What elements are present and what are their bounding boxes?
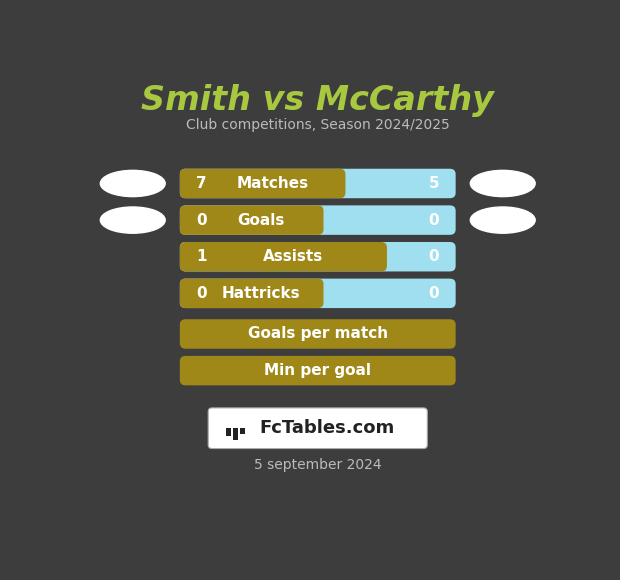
Text: 1: 1 [196, 249, 206, 264]
FancyBboxPatch shape [180, 356, 456, 385]
Text: Goals: Goals [237, 213, 285, 227]
Text: 0: 0 [196, 213, 207, 227]
FancyBboxPatch shape [180, 278, 324, 308]
Bar [233, 428, 238, 440]
Ellipse shape [100, 171, 165, 197]
FancyBboxPatch shape [180, 169, 456, 198]
Text: 5: 5 [428, 176, 440, 191]
Ellipse shape [471, 207, 535, 233]
FancyBboxPatch shape [180, 319, 456, 349]
FancyBboxPatch shape [180, 278, 456, 308]
Text: Club competitions, Season 2024/2025: Club competitions, Season 2024/2025 [186, 118, 450, 132]
Bar [240, 428, 245, 434]
Text: Smith vs McCarthy: Smith vs McCarthy [141, 84, 494, 117]
FancyBboxPatch shape [180, 242, 387, 271]
Ellipse shape [471, 171, 535, 197]
FancyBboxPatch shape [180, 205, 456, 235]
FancyBboxPatch shape [180, 169, 345, 198]
Text: 0: 0 [428, 213, 440, 227]
FancyBboxPatch shape [180, 205, 324, 235]
Text: 0: 0 [428, 286, 440, 301]
Text: Hattricks: Hattricks [222, 286, 301, 301]
Text: 5 september 2024: 5 september 2024 [254, 458, 381, 472]
FancyBboxPatch shape [180, 242, 456, 271]
Ellipse shape [100, 207, 165, 233]
Text: Goals per match: Goals per match [247, 327, 388, 342]
FancyBboxPatch shape [208, 408, 427, 448]
Text: 0: 0 [428, 249, 440, 264]
Text: FcTables.com: FcTables.com [260, 419, 395, 437]
Text: Assists: Assists [263, 249, 323, 264]
Text: Matches: Matches [236, 176, 308, 191]
Bar [226, 428, 231, 436]
Text: Min per goal: Min per goal [264, 363, 371, 378]
Text: 7: 7 [196, 176, 207, 191]
Text: 0: 0 [196, 286, 207, 301]
